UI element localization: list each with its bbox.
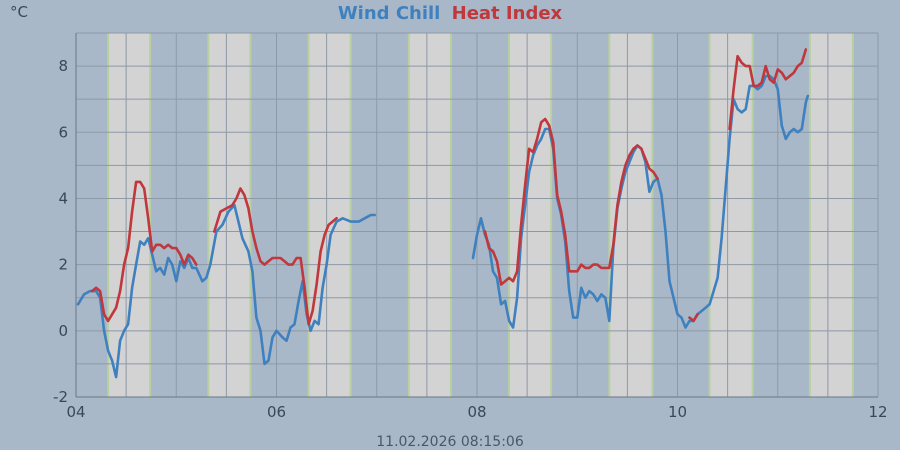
timestamp: 11.02.2026 08:15:06	[376, 434, 524, 450]
grid-lines	[75, 32, 879, 398]
x-tick-label: 10	[668, 403, 687, 421]
chart-title: Wind Chill Heat Index	[338, 3, 563, 24]
y-unit-label: °C	[10, 3, 28, 21]
y-tick-label: 2	[58, 256, 68, 274]
y-tick-label: 4	[58, 189, 68, 207]
day-band	[308, 33, 351, 397]
series-lines	[76, 48, 810, 379]
heat-index-line	[728, 48, 808, 131]
y-tick-label: 0	[58, 322, 68, 340]
day-band	[208, 33, 251, 397]
heat-index-line	[213, 187, 338, 326]
y-tick-label: 8	[58, 57, 68, 75]
y-tick-label: 6	[58, 123, 68, 141]
day-band	[108, 33, 151, 397]
day-band	[509, 33, 552, 397]
day-band	[408, 33, 451, 397]
axes: -2 0 2 4 6 8 04 06 08 10 12	[53, 33, 888, 421]
heat-index-line	[688, 313, 699, 323]
legend-heat-index: Heat Index	[452, 3, 563, 24]
x-tick-label: 08	[467, 403, 486, 421]
y-tick-label: -2	[53, 388, 68, 406]
legend-wind-chill: Wind Chill	[338, 3, 441, 24]
x-tick-label: 12	[868, 403, 887, 421]
x-tick-label: 04	[66, 403, 85, 421]
x-tick-label: 06	[267, 403, 286, 421]
wind-chill-line	[76, 203, 376, 379]
day-band	[809, 33, 853, 397]
day-band	[709, 33, 753, 397]
heat-index-line	[483, 117, 659, 286]
heat-index-line	[90, 180, 198, 323]
